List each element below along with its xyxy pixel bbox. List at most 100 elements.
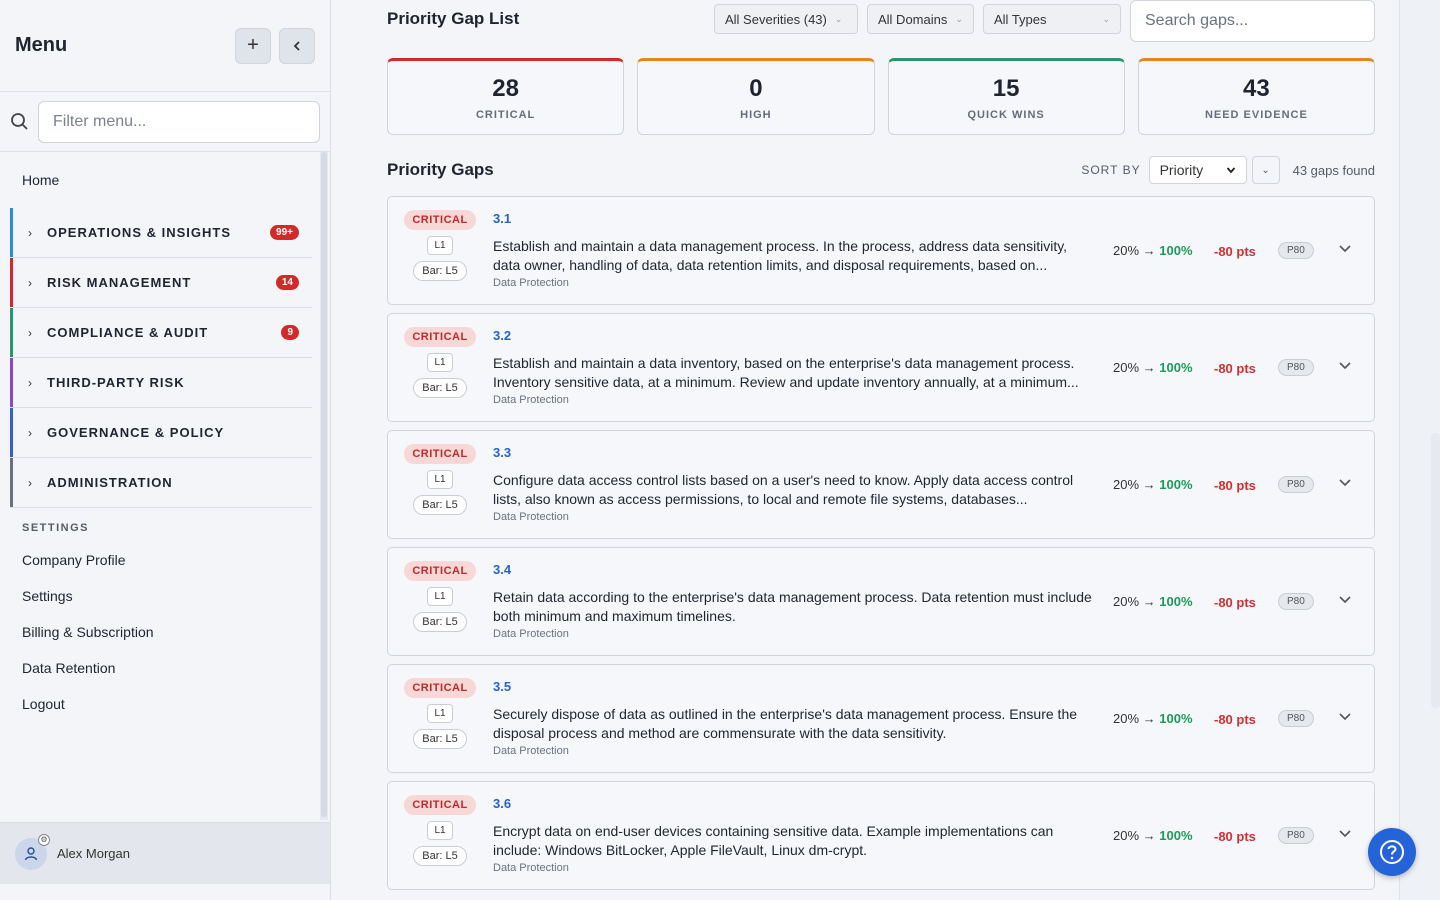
gear-icon: ⚙ — [38, 833, 50, 846]
gap-domain: Data Protection — [493, 862, 569, 874]
stat-value: 15 — [992, 74, 1020, 102]
gap-points: -80 pts — [1214, 361, 1256, 376]
gap-card[interactable]: CRITICAL L1 Bar: L5 3.5 Securely dispose… — [387, 664, 1375, 773]
count-badge: 99+ — [270, 225, 299, 240]
gap-id-link[interactable]: 3.3 — [493, 445, 512, 460]
gap-badges: CRITICAL L1 Bar: L5 — [404, 327, 476, 398]
chevron-right-icon: › — [28, 375, 32, 390]
expand-button[interactable] — [1338, 241, 1352, 258]
gap-points: -80 pts — [1214, 712, 1256, 727]
filter-menu-input[interactable] — [38, 100, 320, 143]
gaps-count: 43 gaps found — [1292, 162, 1375, 178]
group-label: RISK MANAGEMENT — [47, 275, 192, 290]
stat-label: HIGH — [740, 108, 772, 121]
gap-badges: CRITICAL L1 Bar: L5 — [404, 210, 476, 281]
arrow-right-icon: → — [1142, 828, 1156, 843]
plus-icon: + — [247, 34, 259, 56]
chevron-right-icon: › — [28, 225, 32, 240]
chevron-down-icon — [1339, 479, 1351, 487]
sidebar-group-governance-policy[interactable]: › GOVERNANCE & POLICY — [10, 408, 312, 458]
section-title: Priority Gaps — [387, 160, 494, 179]
expand-button[interactable] — [1338, 592, 1352, 609]
severity-filter[interactable]: All Severities (43) ⌄ — [714, 4, 858, 34]
page-scrollbar[interactable] — [1431, 433, 1440, 708]
chevron-down-icon — [1339, 830, 1351, 838]
filter-label: All Domains — [878, 11, 948, 27]
gap-id-link[interactable]: 3.4 — [493, 562, 512, 577]
expand-button[interactable] — [1338, 826, 1352, 843]
sidebar-group-operations[interactable]: › OPERATIONS & INSIGHTS 99+ — [10, 208, 312, 258]
gap-points: -80 pts — [1214, 829, 1256, 844]
gap-card[interactable]: CRITICAL L1 Bar: L5 3.4 Retain data acco… — [387, 547, 1375, 656]
gap-description: Establish and maintain a data inventory,… — [493, 355, 1079, 390]
chevron-down-icon: ⌄ — [834, 13, 843, 24]
chevron-right-icon: › — [28, 475, 32, 490]
search-icon — [11, 112, 28, 130]
level-badge: L1 — [427, 236, 453, 255]
sort-value: Priority — [1159, 162, 1204, 178]
sort-select[interactable]: Priority — [1148, 156, 1247, 184]
sidebar-group-risk-management[interactable]: › RISK MANAGEMENT 14 — [10, 258, 312, 308]
gap-id-link[interactable]: 3.6 — [493, 796, 512, 811]
domain-filter[interactable]: All Domains ⌄ — [867, 4, 974, 34]
progress-to: 100% — [1159, 360, 1193, 375]
sidebar-scrollbar[interactable] — [320, 152, 328, 820]
stat-card-quick-wins[interactable]: 15 QUICK WINS — [887, 58, 1125, 135]
stat-card-high[interactable]: 0 HIGH — [637, 58, 875, 135]
gap-progress: 20% → 100% — [1113, 360, 1193, 375]
sidebar-item-billing[interactable]: Billing & Subscription — [22, 624, 154, 640]
user-profile[interactable]: ⚙ Alex Morgan — [0, 822, 330, 884]
gap-card[interactable]: CRITICAL L1 Bar: L5 3.1 Establish and ma… — [387, 196, 1375, 305]
arrow-right-icon: → — [1142, 243, 1156, 258]
bar-level-badge: Bar: L5 — [413, 495, 467, 515]
bar-level-badge: Bar: L5 — [413, 378, 467, 398]
gap-description: Retain data according to the enterprise'… — [493, 589, 1092, 624]
progress-to: 100% — [1159, 828, 1193, 843]
level-badge: L1 — [427, 821, 453, 840]
gap-card[interactable]: CRITICAL L1 Bar: L5 3.3 Configure data a… — [387, 430, 1375, 539]
sidebar-group-compliance-audit[interactable]: › COMPLIANCE & AUDIT 9 — [10, 308, 312, 358]
stat-card-critical[interactable]: 28 CRITICAL — [387, 58, 625, 135]
group-label: COMPLIANCE & AUDIT — [47, 325, 209, 340]
gap-progress: 20% → 100% — [1113, 594, 1193, 609]
scrollbar-thumb[interactable] — [321, 152, 327, 817]
gap-points: -80 pts — [1214, 478, 1256, 493]
gap-domain: Data Protection — [493, 628, 569, 640]
filter-label: All Severities (43) — [725, 11, 827, 27]
sidebar-item-home[interactable]: Home — [22, 172, 60, 188]
search-gaps-input[interactable] — [1130, 0, 1375, 42]
gap-description: Securely dispose of data as outlined in … — [493, 706, 1078, 741]
sidebar-group-administration[interactable]: › ADMINISTRATION — [10, 458, 312, 508]
add-button[interactable]: + — [235, 27, 271, 64]
expand-button[interactable] — [1338, 709, 1352, 726]
sidebar-item-settings[interactable]: Settings — [22, 588, 73, 604]
gap-card[interactable]: CRITICAL L1 Bar: L5 3.6 Encrypt data on … — [387, 781, 1375, 890]
stat-card-need-evidence[interactable]: 43 NEED EVIDENCE — [1137, 58, 1375, 135]
arrow-right-icon: → — [1142, 360, 1156, 375]
expand-button[interactable] — [1338, 475, 1352, 492]
type-filter[interactable]: All Types ⌄ — [983, 4, 1121, 34]
gap-id-link[interactable]: 3.5 — [493, 679, 512, 694]
collapse-sidebar-button[interactable] — [279, 27, 315, 64]
sidebar-item-logout[interactable]: Logout — [22, 696, 65, 712]
arrow-right-icon: → — [1142, 711, 1156, 726]
gap-description: Establish and maintain a data management… — [493, 238, 1068, 273]
sidebar-group-third-party-risk[interactable]: › THIRD-PARTY RISK — [10, 358, 312, 408]
gap-id-link[interactable]: 3.2 — [493, 328, 512, 343]
help-button[interactable] — [1368, 828, 1416, 876]
chevron-down-icon — [1226, 167, 1235, 174]
gap-card[interactable]: CRITICAL L1 Bar: L5 3.2 Establish and ma… — [387, 313, 1375, 422]
expand-button[interactable] — [1338, 358, 1352, 375]
sidebar-item-data-retention[interactable]: Data Retention — [22, 660, 116, 676]
gap-badges: CRITICAL L1 Bar: L5 — [404, 444, 476, 515]
priority-badge: P80 — [1278, 359, 1314, 376]
main-content: Priority Gap List All Severities (43) ⌄ A… — [331, 0, 1400, 900]
page-header: Priority Gap List All Severities (43) ⌄ A… — [387, 0, 1375, 42]
sidebar-item-company-profile[interactable]: Company Profile — [22, 552, 126, 568]
sort-direction-button[interactable]: ⌄ — [1251, 156, 1280, 184]
help-icon — [1380, 840, 1404, 864]
gap-id-link[interactable]: 3.1 — [493, 211, 512, 226]
severity-badge: CRITICAL — [404, 444, 476, 464]
gap-domain: Data Protection — [493, 745, 569, 757]
stat-label: CRITICAL — [475, 108, 536, 121]
